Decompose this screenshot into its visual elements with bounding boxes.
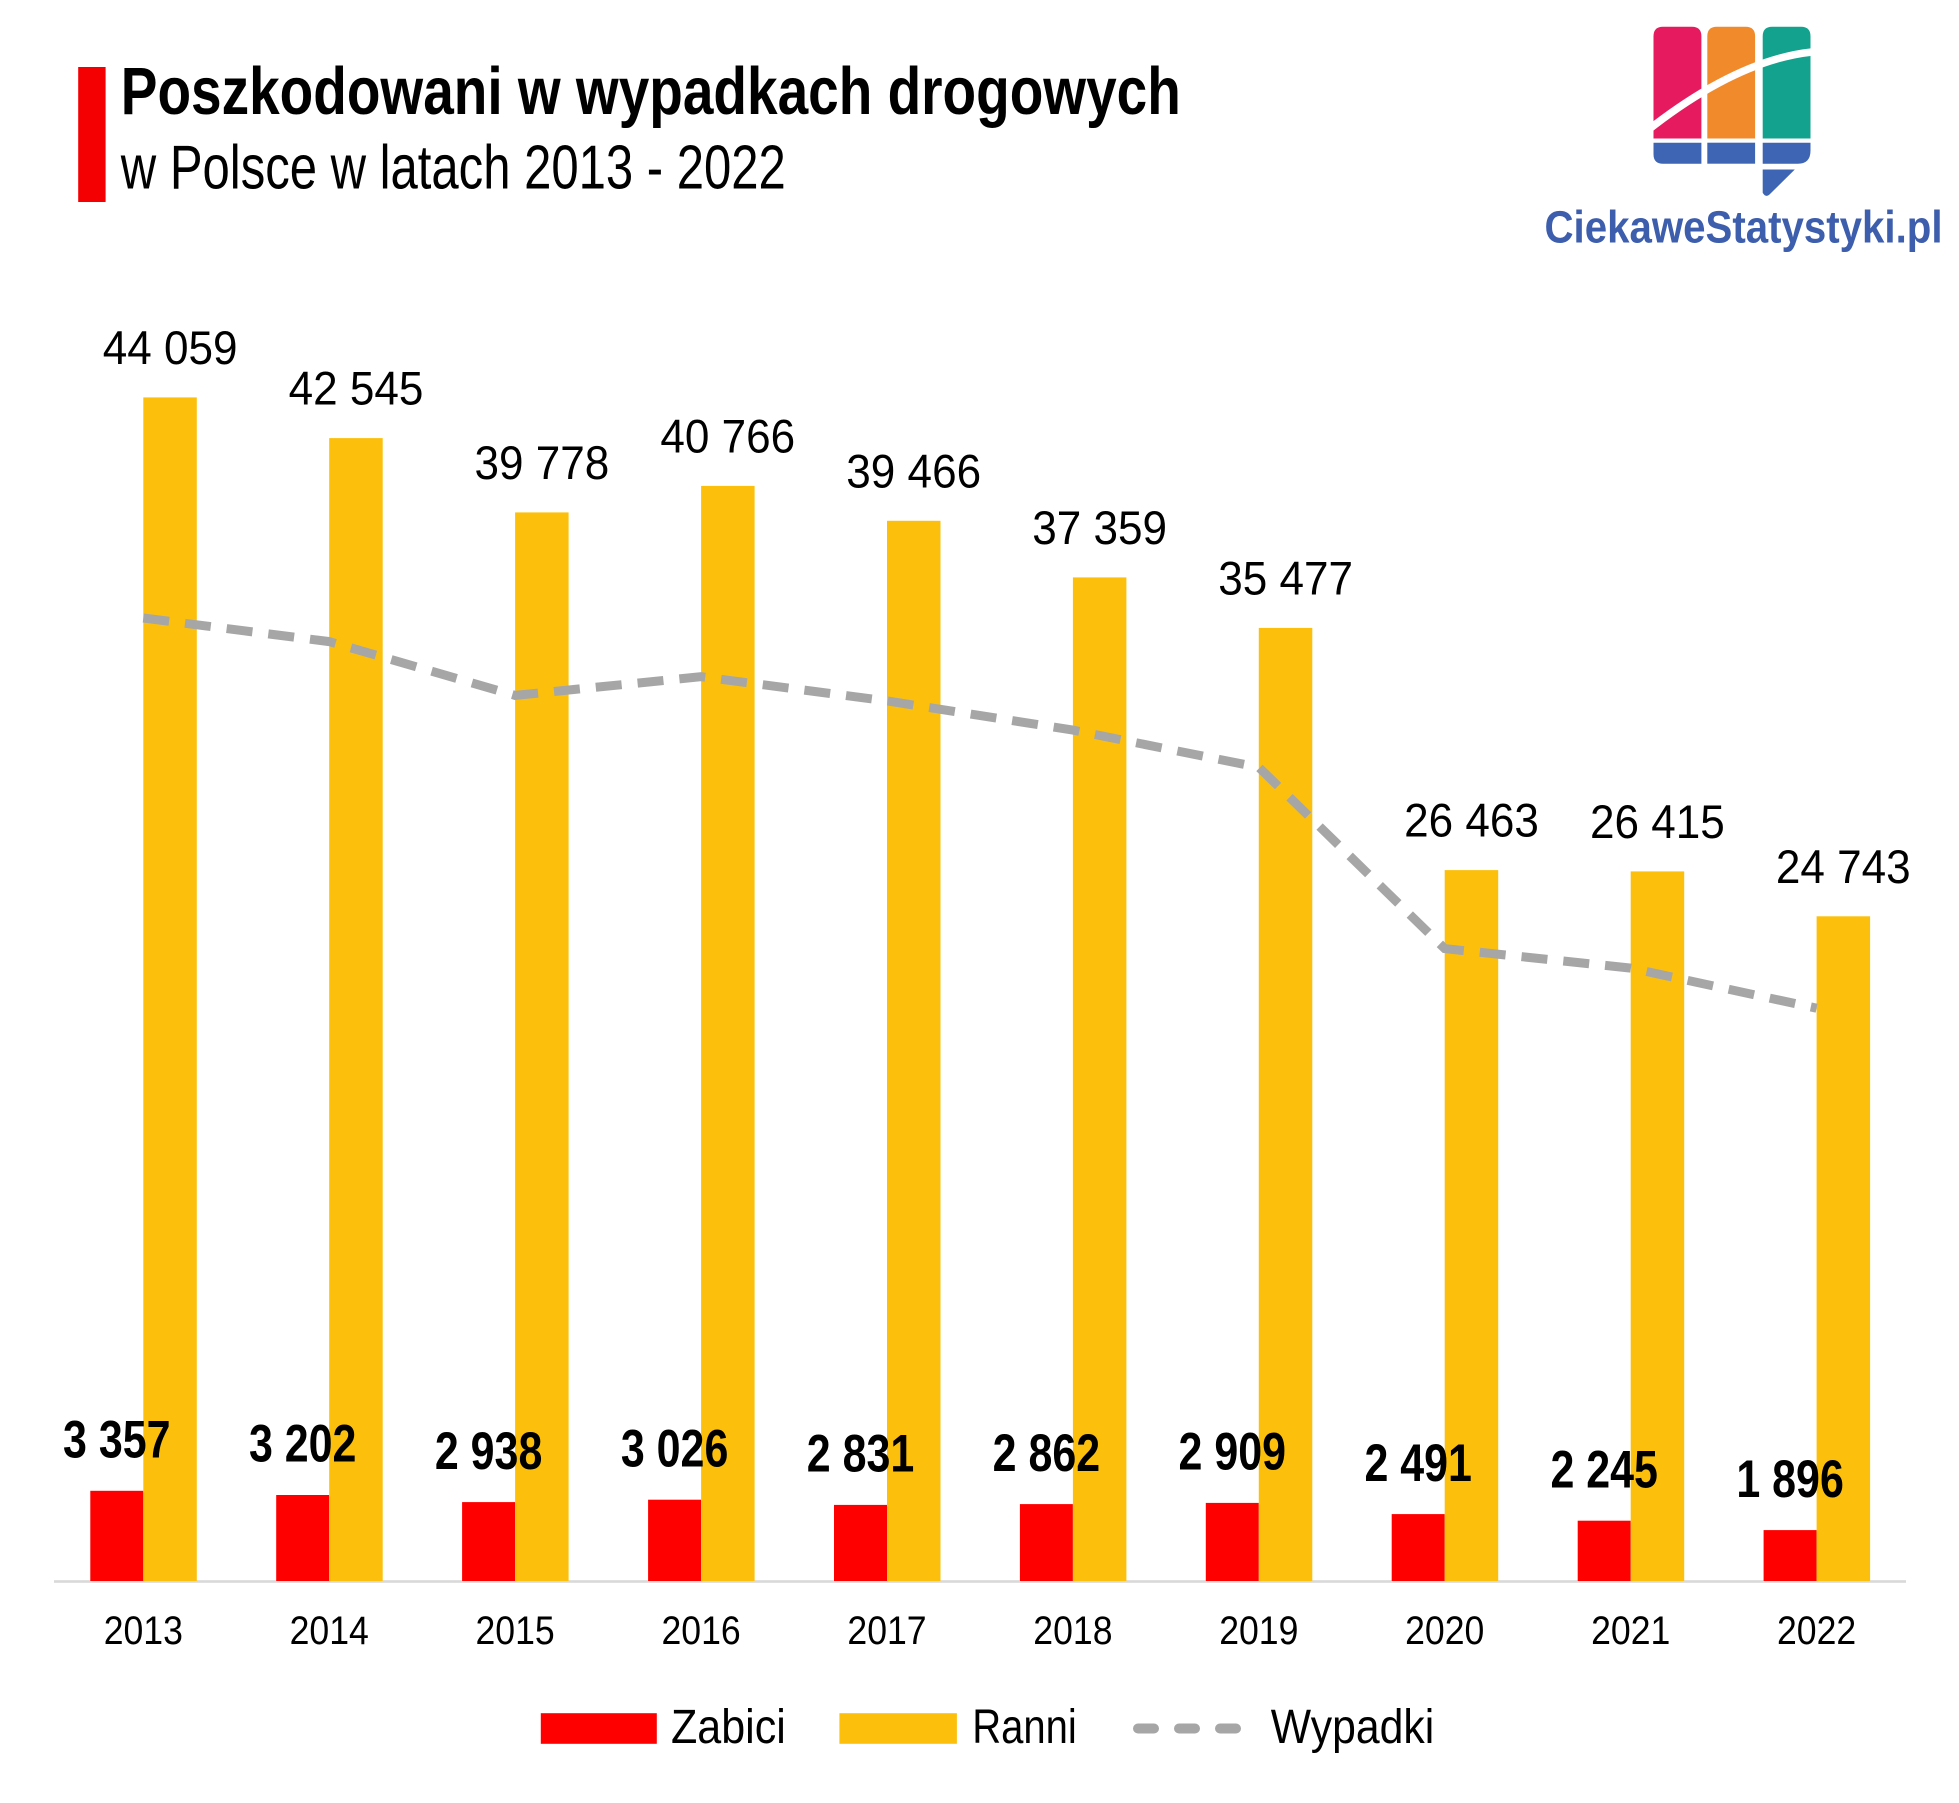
- svg-text:2 491: 2 491: [1364, 1434, 1472, 1493]
- svg-text:2013: 2013: [104, 1609, 183, 1653]
- svg-text:40 766: 40 766: [660, 409, 795, 462]
- svg-text:Ranni: Ranni: [972, 1701, 1077, 1754]
- svg-text:2 831: 2 831: [807, 1425, 915, 1484]
- svg-text:39 778: 39 778: [475, 436, 610, 489]
- svg-text:2 938: 2 938: [435, 1422, 543, 1481]
- svg-text:2014: 2014: [290, 1609, 369, 1653]
- svg-text:2019: 2019: [1219, 1609, 1298, 1653]
- svg-text:2 245: 2 245: [1550, 1440, 1658, 1499]
- svg-text:2 909: 2 909: [1179, 1423, 1287, 1482]
- svg-text:2018: 2018: [1033, 1609, 1112, 1653]
- svg-text:Zabici: Zabici: [671, 1701, 786, 1754]
- svg-text:2020: 2020: [1405, 1609, 1484, 1653]
- svg-text:2022: 2022: [1777, 1609, 1856, 1653]
- svg-text:2017: 2017: [847, 1609, 926, 1653]
- svg-text:w Polsce w latach 2013 - 2022: w Polsce w latach 2013 - 2022: [120, 134, 786, 203]
- svg-text:35 477: 35 477: [1218, 551, 1353, 604]
- svg-text:2 862: 2 862: [993, 1424, 1101, 1483]
- svg-text:CiekaweStatystyki.pl: CiekaweStatystyki.pl: [1545, 202, 1943, 253]
- svg-text:Poszkodowani w wypadkach drogo: Poszkodowani w wypadkach drogowych: [121, 54, 1181, 129]
- svg-text:42 545: 42 545: [289, 362, 424, 415]
- svg-text:1 896: 1 896: [1736, 1450, 1844, 1509]
- svg-text:2021: 2021: [1591, 1609, 1670, 1653]
- svg-text:26 415: 26 415: [1590, 795, 1725, 848]
- svg-text:39 466: 39 466: [846, 444, 981, 497]
- svg-text:44 059: 44 059: [103, 321, 238, 374]
- svg-text:37 359: 37 359: [1032, 501, 1167, 554]
- svg-text:26 463: 26 463: [1404, 794, 1539, 847]
- svg-text:24 743: 24 743: [1776, 840, 1911, 893]
- svg-text:3 357: 3 357: [63, 1411, 171, 1470]
- svg-text:3 202: 3 202: [249, 1415, 357, 1474]
- svg-text:2016: 2016: [662, 1609, 741, 1653]
- svg-text:Wypadki: Wypadki: [1271, 1701, 1434, 1754]
- svg-text:2015: 2015: [476, 1609, 555, 1653]
- svg-text:3 026: 3 026: [621, 1419, 729, 1478]
